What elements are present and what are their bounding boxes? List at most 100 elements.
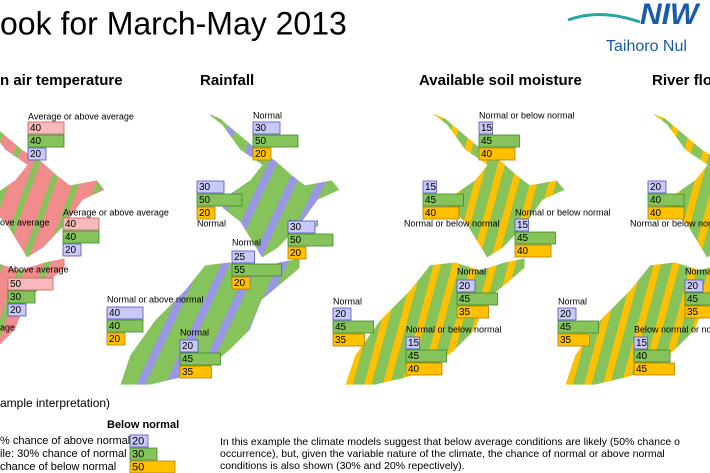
probability-bar [684, 292, 710, 306]
probability-bar [252, 134, 299, 148]
probability-bar [633, 349, 671, 363]
probability-value: 20 [199, 208, 211, 219]
probability-bar [106, 306, 144, 320]
example-row-label: chance of below normal [0, 461, 116, 473]
annotation-label: Normal or below normal [479, 110, 575, 120]
probability-value: 40 [650, 208, 662, 219]
probability-value: 40 [65, 219, 77, 230]
probability-value: 35 [687, 307, 699, 318]
panel-title: n air temperature [0, 72, 123, 89]
probability-value: 45 [425, 195, 437, 206]
probability-value: 40 [30, 136, 42, 147]
probability-bar [287, 233, 334, 247]
probability-value: 45 [481, 136, 493, 147]
example-heading: ample interpretation) [0, 396, 110, 410]
probability-value: 50 [10, 279, 22, 290]
logo-swoosh [567, 12, 641, 24]
probability-bar [231, 250, 255, 264]
probability-value: 40 [425, 208, 437, 219]
panel-title: River flo [652, 72, 710, 89]
probability-value: 20 [650, 182, 662, 193]
probability-bar [405, 336, 420, 350]
probability-bar [27, 121, 65, 135]
probability-value: 30 [290, 222, 302, 233]
probability-value: 20 [560, 309, 572, 320]
probability-value: 30 [10, 292, 22, 303]
annotation-label: Normal or below normal [406, 324, 502, 334]
probability-value: 20 [335, 309, 347, 320]
annotation-label: Above average [8, 264, 69, 274]
probability-bar [422, 193, 464, 207]
annotation-label: Normal [457, 266, 486, 276]
probability-value: 40 [481, 149, 493, 160]
annotation-label: ove average [0, 217, 50, 227]
probability-bar [647, 206, 685, 220]
annotation-label: Average or above average [63, 207, 169, 217]
annotation-label: Normal [180, 327, 209, 337]
probability-bar [196, 193, 243, 207]
probability-bar [405, 362, 443, 376]
probability-value: 45 [459, 294, 471, 305]
probability-value: 55 [234, 265, 246, 276]
probability-value: 30 [199, 182, 211, 193]
probability-value: 45 [335, 322, 347, 333]
probability-bar [478, 134, 520, 148]
probability-value: 50 [290, 235, 302, 246]
probability-bar [179, 365, 212, 379]
probability-value: 20 [109, 334, 121, 345]
probability-bar [647, 193, 685, 207]
probability-bar [456, 279, 476, 293]
probability-bar [557, 307, 577, 321]
probability-bar [196, 206, 216, 220]
probability-bar [422, 206, 460, 220]
probability-value: 35 [459, 307, 471, 318]
map-temperature [0, 111, 106, 386]
probability-value: 25 [234, 252, 246, 263]
probability-value: 45 [560, 322, 572, 333]
probability-bar [62, 230, 100, 244]
probability-bar [684, 305, 710, 319]
annotation-label: Normal [232, 237, 261, 247]
example-value: 20 [132, 435, 144, 447]
probability-bar [106, 332, 126, 346]
probability-bar [332, 333, 365, 347]
probability-bar [684, 279, 704, 293]
probability-value: 20 [687, 281, 699, 292]
probability-value: 40 [65, 232, 77, 243]
probability-bar [179, 352, 221, 366]
probability-bar [478, 121, 493, 135]
probability-value: 40 [109, 308, 121, 319]
annotation-label: Normal [558, 296, 587, 306]
probability-value: 15 [408, 338, 420, 349]
example-value: 50 [132, 461, 144, 473]
probability-value: 15 [517, 220, 529, 231]
probability-bar [647, 180, 667, 194]
probability-value: 45 [517, 233, 529, 244]
probability-bar [332, 307, 352, 321]
probability-value: 45 [182, 354, 194, 365]
logo-text: Taihoro Nul [606, 38, 687, 55]
probability-bar [7, 290, 36, 304]
probability-bar [514, 231, 556, 245]
probability-value: 40 [636, 351, 648, 362]
probability-bar [62, 217, 100, 231]
probability-bar [231, 276, 251, 290]
probability-bar [422, 180, 437, 194]
probability-value: 15 [425, 182, 437, 193]
probability-value: 45 [408, 351, 420, 362]
probability-value: 45 [687, 294, 699, 305]
probability-bar [633, 336, 648, 350]
probability-bar [27, 134, 65, 148]
probability-value: 20 [30, 149, 42, 160]
panel-title: Available soil moisture [419, 72, 582, 89]
example-column: Below normal [107, 419, 179, 431]
probability-bar [633, 362, 675, 376]
probability-value: 45 [636, 364, 648, 375]
probability-bar [557, 333, 590, 347]
probability-bar [332, 320, 374, 334]
probability-value: 20 [290, 248, 302, 259]
annotation-label: Normal or below normal [515, 207, 611, 217]
example-bar [129, 460, 176, 473]
probability-bar [557, 320, 599, 334]
annotation-label: Average or above average [28, 111, 134, 121]
